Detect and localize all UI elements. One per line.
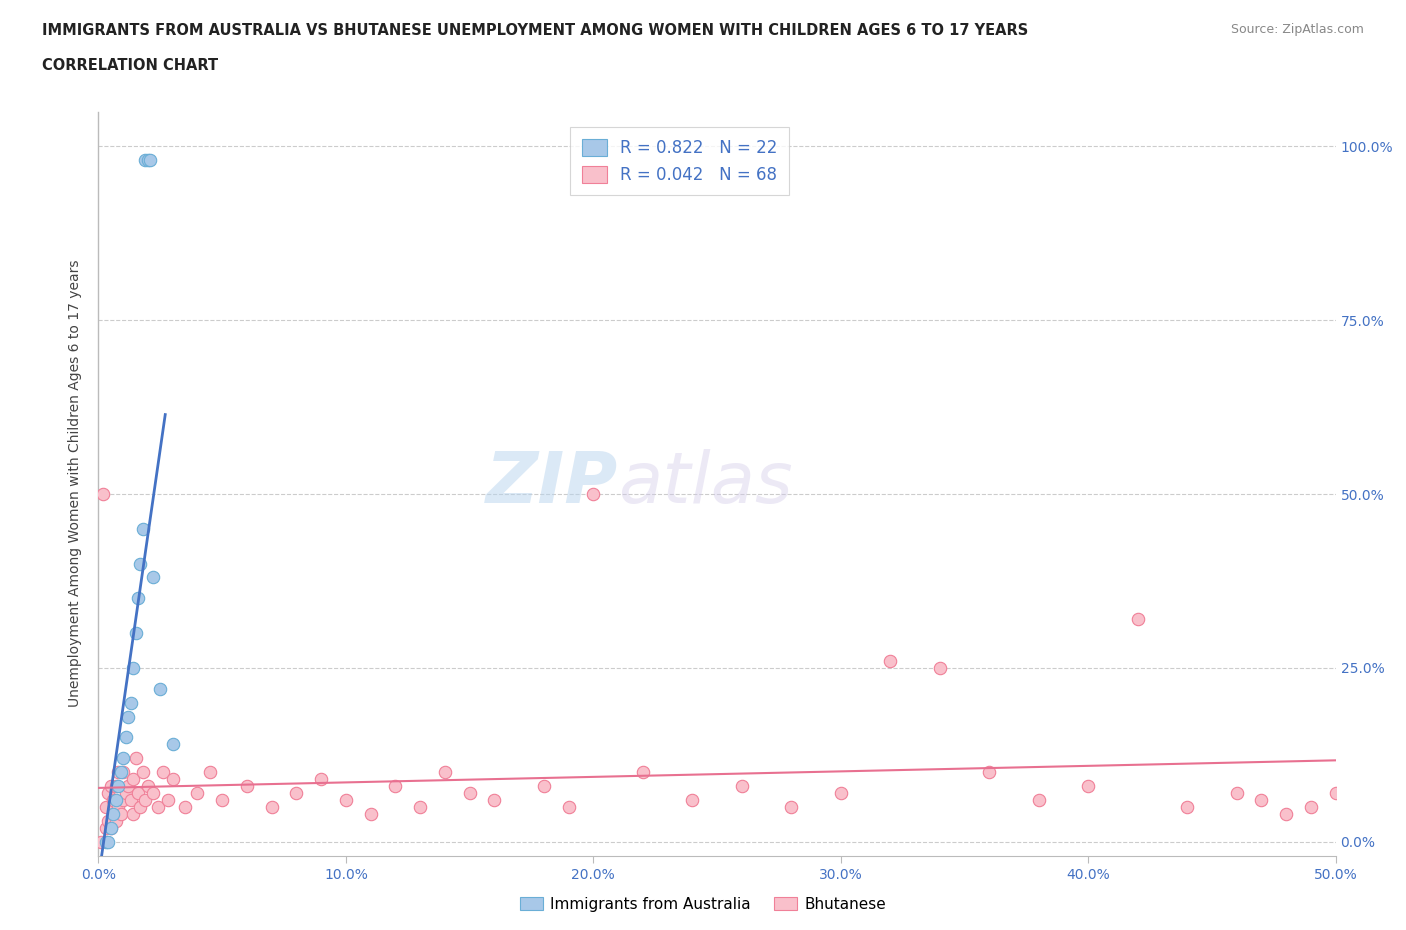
Point — [484, 792, 506, 807]
Point — [120, 792, 142, 807]
Point — [124, 751, 146, 765]
Point — [127, 786, 149, 801]
Point — [129, 556, 152, 571]
Point — [94, 820, 117, 835]
Point — [112, 751, 135, 765]
Point — [136, 778, 159, 793]
Point — [103, 792, 125, 807]
Point — [134, 792, 156, 807]
Legend: Immigrants from Australia, Bhutanese: Immigrants from Australia, Bhutanese — [513, 890, 893, 918]
Point — [132, 522, 155, 537]
Point — [117, 709, 139, 724]
Point — [162, 737, 184, 751]
Point — [107, 778, 129, 793]
Point — [97, 786, 120, 801]
Text: CORRELATION CHART: CORRELATION CHART — [42, 58, 218, 73]
Point — [1226, 786, 1249, 801]
Point — [146, 800, 169, 815]
Point — [211, 792, 233, 807]
Point — [110, 806, 132, 821]
Point — [830, 786, 852, 801]
Point — [93, 486, 115, 501]
Point — [134, 153, 156, 167]
Point — [122, 660, 145, 675]
Point — [285, 786, 308, 801]
Point — [97, 814, 120, 829]
Point — [129, 800, 152, 815]
Point — [458, 786, 481, 801]
Point — [162, 772, 184, 787]
Point — [156, 792, 179, 807]
Point — [149, 682, 172, 697]
Point — [139, 153, 162, 167]
Point — [122, 806, 145, 821]
Point — [681, 792, 703, 807]
Point — [94, 834, 117, 849]
Point — [384, 778, 406, 793]
Point — [731, 778, 754, 793]
Point — [120, 696, 142, 711]
Legend: R = 0.822   N = 22, R = 0.042   N = 68: R = 0.822 N = 22, R = 0.042 N = 68 — [571, 127, 789, 195]
Point — [132, 764, 155, 779]
Point — [136, 153, 159, 167]
Point — [103, 806, 125, 821]
Point — [117, 778, 139, 793]
Point — [90, 834, 112, 849]
Point — [198, 764, 221, 779]
Point — [100, 820, 122, 835]
Point — [582, 486, 605, 501]
Point — [979, 764, 1001, 779]
Point — [112, 792, 135, 807]
Point — [186, 786, 208, 801]
Point — [97, 834, 120, 849]
Point — [152, 764, 174, 779]
Point — [114, 730, 136, 745]
Text: ZIP: ZIP — [486, 449, 619, 518]
Point — [124, 626, 146, 641]
Point — [1324, 786, 1347, 801]
Point — [100, 820, 122, 835]
Point — [104, 814, 127, 829]
Point — [142, 786, 165, 801]
Point — [533, 778, 555, 793]
Point — [174, 800, 197, 815]
Point — [928, 660, 950, 675]
Point — [100, 778, 122, 793]
Point — [104, 792, 127, 807]
Point — [1028, 792, 1050, 807]
Point — [1275, 806, 1298, 821]
Point — [114, 786, 136, 801]
Y-axis label: Unemployment Among Women with Children Ages 6 to 17 years: Unemployment Among Women with Children A… — [69, 259, 83, 708]
Point — [360, 806, 382, 821]
Point — [142, 570, 165, 585]
Point — [260, 800, 283, 815]
Point — [433, 764, 456, 779]
Point — [104, 778, 127, 793]
Point — [103, 806, 125, 821]
Point — [557, 800, 579, 815]
Point — [335, 792, 357, 807]
Point — [107, 800, 129, 815]
Point — [236, 778, 259, 793]
Text: atlas: atlas — [619, 449, 793, 518]
Point — [1175, 800, 1198, 815]
Text: IMMIGRANTS FROM AUSTRALIA VS BHUTANESE UNEMPLOYMENT AMONG WOMEN WITH CHILDREN AG: IMMIGRANTS FROM AUSTRALIA VS BHUTANESE U… — [42, 23, 1028, 38]
Point — [631, 764, 654, 779]
Point — [107, 764, 129, 779]
Point — [780, 800, 803, 815]
Point — [112, 764, 135, 779]
Point — [94, 800, 117, 815]
Point — [1250, 792, 1272, 807]
Point — [409, 800, 432, 815]
Point — [110, 764, 132, 779]
Point — [127, 591, 149, 605]
Point — [122, 772, 145, 787]
Point — [1299, 800, 1322, 815]
Point — [1077, 778, 1099, 793]
Point — [879, 654, 901, 669]
Point — [309, 772, 332, 787]
Text: Source: ZipAtlas.com: Source: ZipAtlas.com — [1230, 23, 1364, 36]
Point — [1126, 612, 1149, 627]
